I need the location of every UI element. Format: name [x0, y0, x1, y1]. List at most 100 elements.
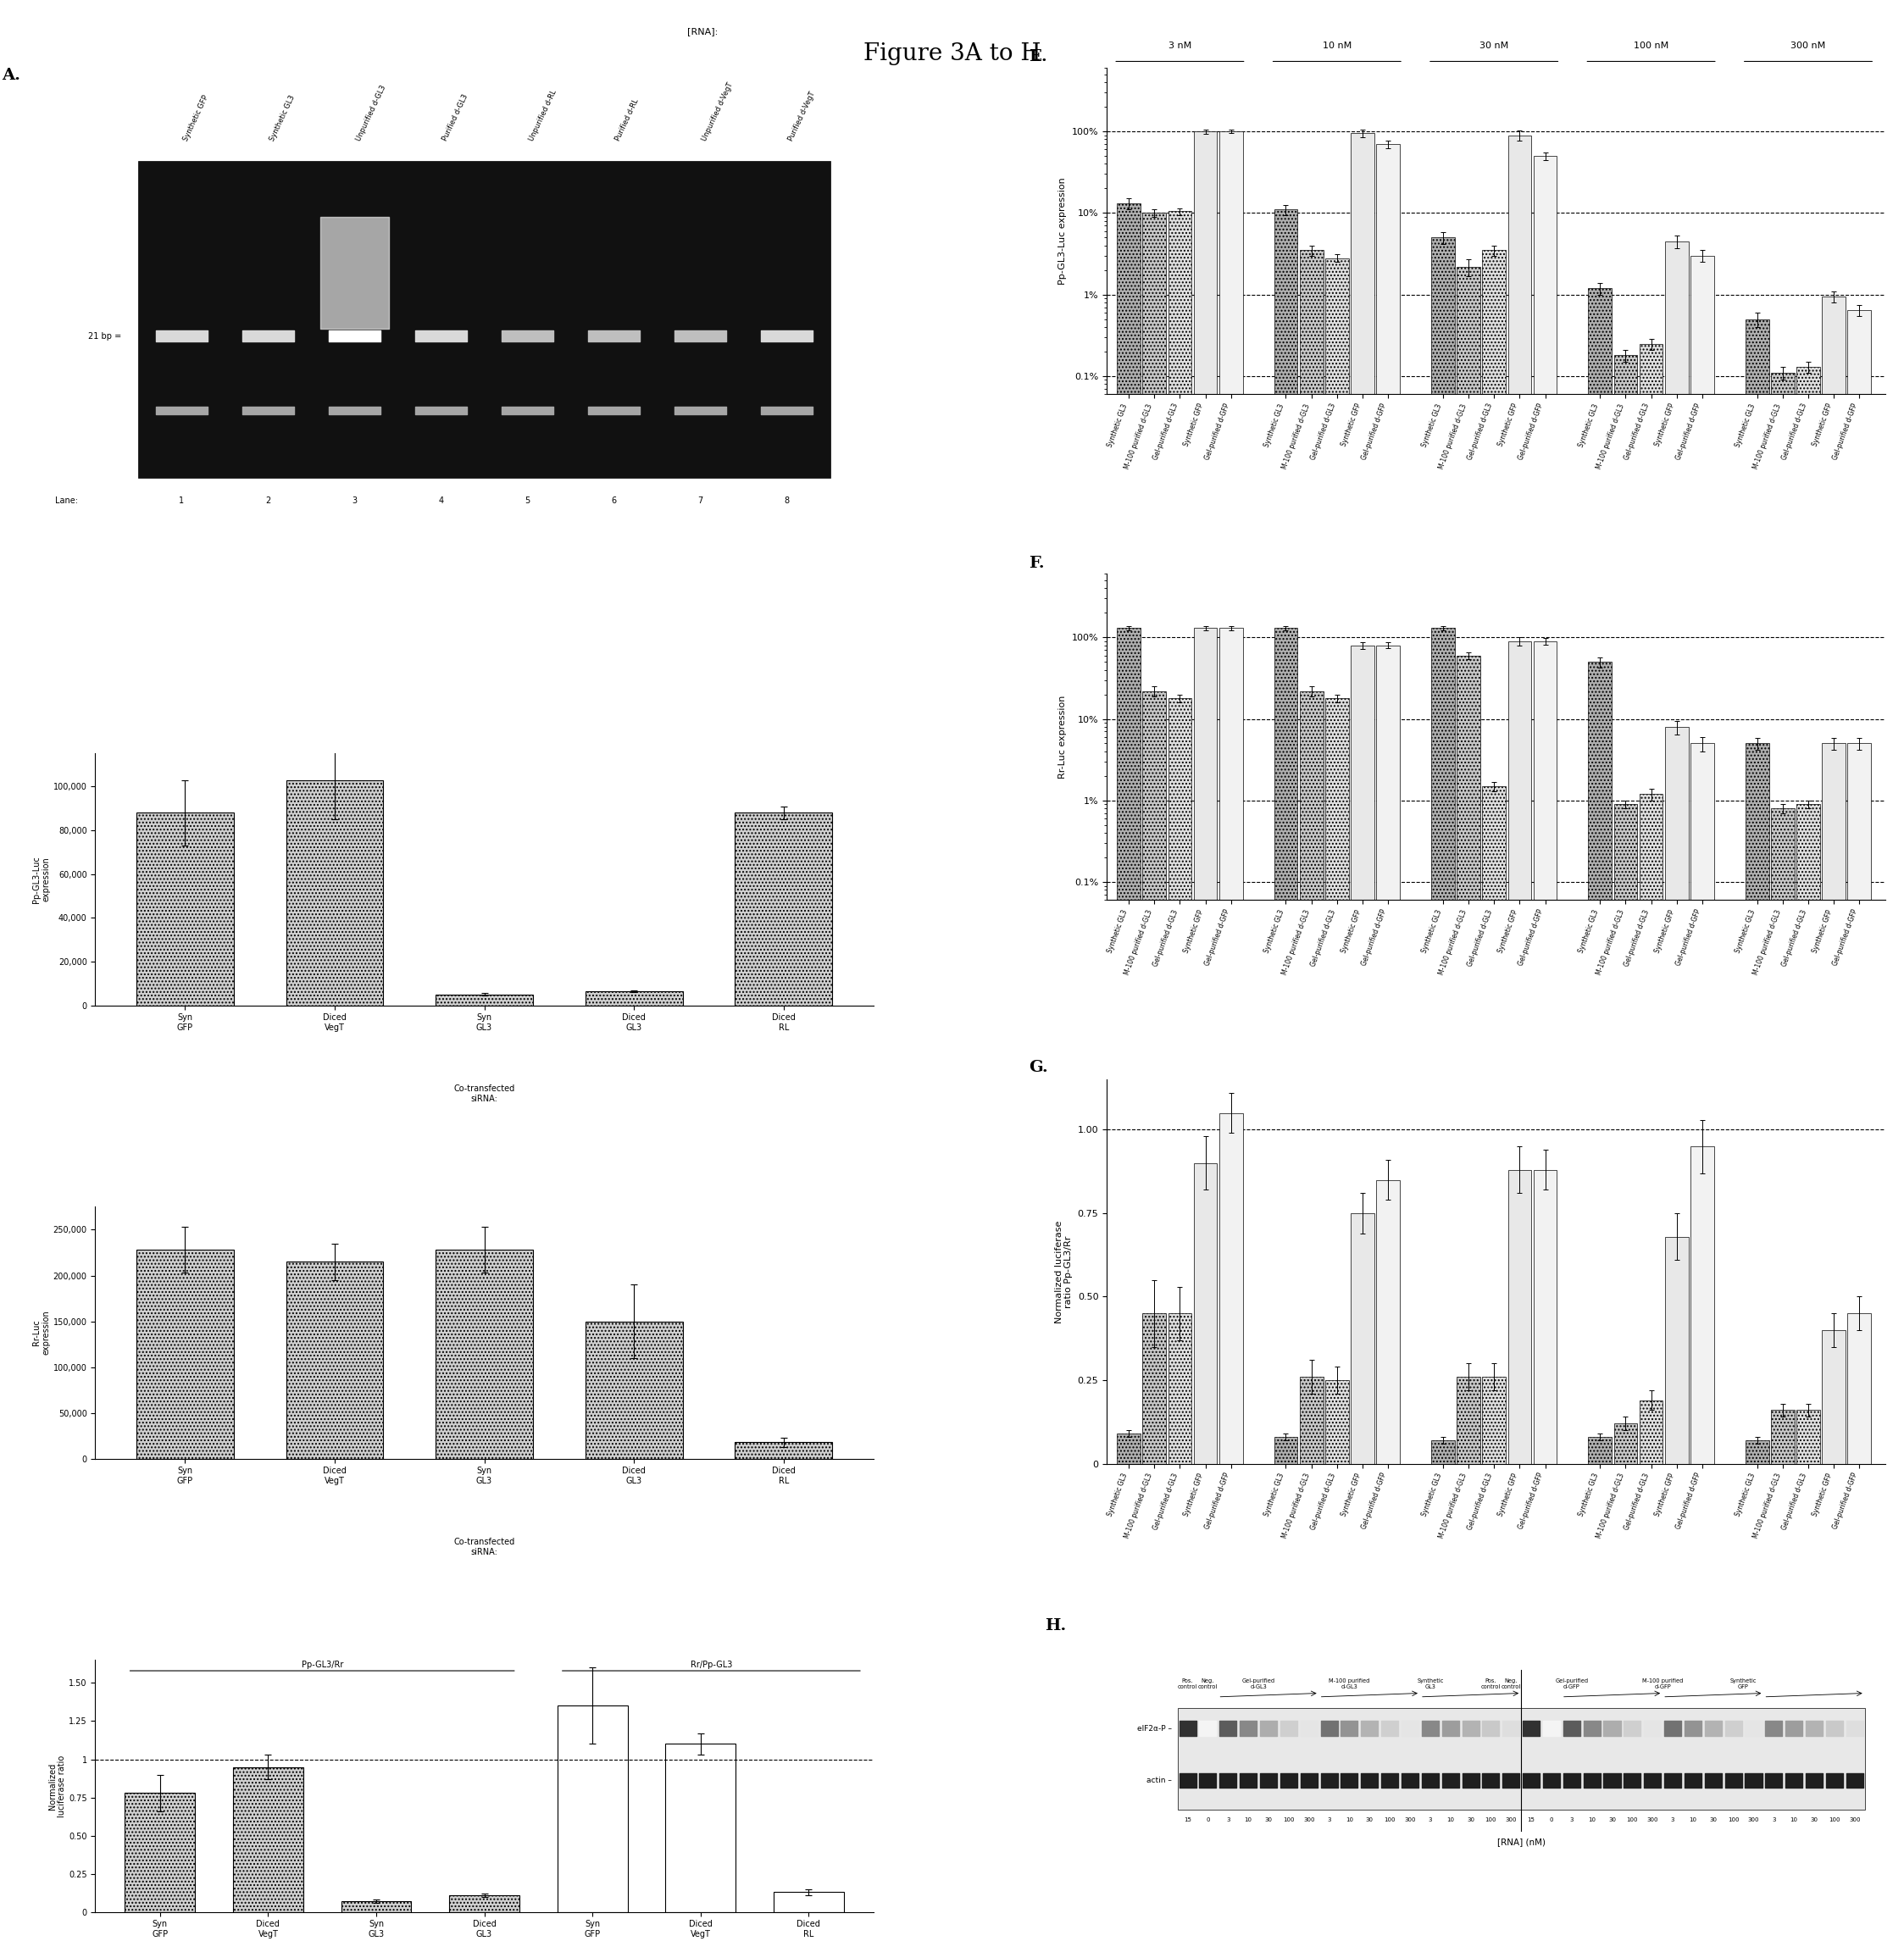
Text: 10 nM: 10 nM [1323, 41, 1352, 50]
Bar [1533, 155, 1557, 1941]
Bar [1797, 1411, 1820, 1464]
Bar [1118, 204, 1140, 1941]
Text: 30 nM: 30 nM [1479, 41, 1508, 50]
Bar [1274, 629, 1299, 1941]
Text: F.: F. [1028, 555, 1045, 571]
Text: Unpurified d-RL: Unpurified d-RL [527, 89, 558, 142]
Text: 3 nM: 3 nM [1169, 41, 1192, 50]
Text: 300: 300 [1748, 1817, 1759, 1823]
Bar [1483, 250, 1506, 1941]
Bar [1588, 1436, 1613, 1464]
Bar [1169, 212, 1192, 1941]
Text: 300 nM: 300 nM [1792, 41, 1826, 50]
Text: 300: 300 [1849, 1817, 1860, 1823]
Text: Pp-GL3/Rr: Pp-GL3/Rr [301, 1661, 343, 1669]
Bar [1177, 1708, 1864, 1809]
Bar [1300, 691, 1323, 1941]
Text: Synthetic GFP: Synthetic GFP [181, 93, 209, 142]
Bar [1746, 743, 1769, 1941]
Text: Pos.
control: Pos. control [1179, 1679, 1198, 1689]
Bar [1118, 1434, 1140, 1464]
Y-axis label: Pp-GL3-Luc
expression: Pp-GL3-Luc expression [32, 856, 51, 903]
Bar [1691, 743, 1714, 1941]
Bar [1533, 1170, 1557, 1464]
Bar [1377, 1180, 1399, 1464]
Bar [1746, 1440, 1769, 1464]
Bar [1483, 786, 1506, 1941]
Text: Figure 3A to H: Figure 3A to H [863, 43, 1041, 66]
Text: 30: 30 [1365, 1817, 1373, 1823]
Bar [1432, 629, 1455, 1941]
Bar [1847, 1314, 1872, 1464]
Text: 100: 100 [1485, 1817, 1497, 1823]
Text: 15: 15 [1527, 1817, 1535, 1823]
Bar [1118, 629, 1140, 1941]
Text: eIF2α-P –: eIF2α-P – [1137, 1724, 1171, 1731]
Text: Purified d-RL: Purified d-RL [613, 97, 640, 142]
Text: 10: 10 [1790, 1817, 1797, 1823]
Bar [1746, 318, 1769, 1941]
Bar [1771, 807, 1794, 1941]
Bar [137, 1250, 234, 1458]
Bar [1194, 1163, 1217, 1464]
Bar [286, 1262, 383, 1458]
Text: 3: 3 [1327, 1817, 1331, 1823]
Bar [1639, 794, 1662, 1941]
Text: 3: 3 [1226, 1817, 1230, 1823]
Bar [1615, 1423, 1637, 1464]
Bar [1142, 1314, 1165, 1464]
Text: 30: 30 [1811, 1817, 1818, 1823]
Text: 30: 30 [1609, 1817, 1616, 1823]
Text: 7: 7 [697, 497, 703, 505]
Bar [1771, 373, 1794, 1941]
Bar [1457, 1376, 1479, 1464]
Bar [1325, 1380, 1348, 1464]
Text: G.: G. [1028, 1060, 1049, 1075]
Bar [341, 1900, 411, 1912]
Text: Purified d-VegT: Purified d-VegT [786, 91, 817, 142]
Text: Synthetic
GFP: Synthetic GFP [1731, 1679, 1757, 1689]
Bar [1508, 641, 1531, 1941]
Text: [RNA] (nM): [RNA] (nM) [1497, 1838, 1546, 1846]
Bar [1274, 210, 1299, 1941]
Text: 300: 300 [1302, 1817, 1314, 1823]
Bar [1664, 726, 1689, 1941]
Text: H.: H. [1045, 1617, 1066, 1632]
Bar [1822, 1330, 1845, 1464]
Text: 3: 3 [1569, 1817, 1573, 1823]
Text: Gel-purified
d-GFP: Gel-purified d-GFP [1556, 1679, 1588, 1689]
Bar [1797, 804, 1820, 1941]
Text: 30: 30 [1710, 1817, 1717, 1823]
Bar [1432, 1440, 1455, 1464]
Bar [449, 1894, 520, 1912]
Bar [436, 994, 533, 1005]
Bar [1508, 136, 1531, 1941]
Bar [1691, 256, 1714, 1941]
Text: 0: 0 [1205, 1817, 1209, 1823]
Bar [1350, 134, 1375, 1941]
Bar [585, 1322, 682, 1458]
Text: Co-transfected
siRNA:: Co-transfected siRNA: [453, 1085, 514, 1102]
Text: Neg.
control: Neg. control [1500, 1679, 1521, 1689]
Text: 0: 0 [1550, 1817, 1554, 1823]
Bar [1142, 691, 1165, 1941]
Text: 300: 300 [1506, 1817, 1517, 1823]
Text: Pos.
control: Pos. control [1481, 1679, 1500, 1689]
Bar [1350, 644, 1375, 1941]
Bar [137, 813, 234, 1005]
Bar [1219, 132, 1243, 1941]
Bar [232, 1766, 303, 1912]
Bar [1664, 1236, 1689, 1464]
Text: 3: 3 [1672, 1817, 1676, 1823]
Text: 100: 100 [1283, 1817, 1295, 1823]
Text: Synthetic
GL3: Synthetic GL3 [1417, 1679, 1443, 1689]
Bar [1615, 355, 1637, 1941]
Text: M-100 purified
d-GL3: M-100 purified d-GL3 [1329, 1679, 1369, 1689]
Text: 100: 100 [1828, 1817, 1839, 1823]
Bar [1377, 644, 1399, 1941]
Bar [1797, 367, 1820, 1941]
Bar [1615, 804, 1637, 1941]
Bar [1457, 266, 1479, 1941]
Text: Co-transfected
siRNA:: Co-transfected siRNA: [453, 1537, 514, 1557]
Bar [1822, 297, 1845, 1941]
